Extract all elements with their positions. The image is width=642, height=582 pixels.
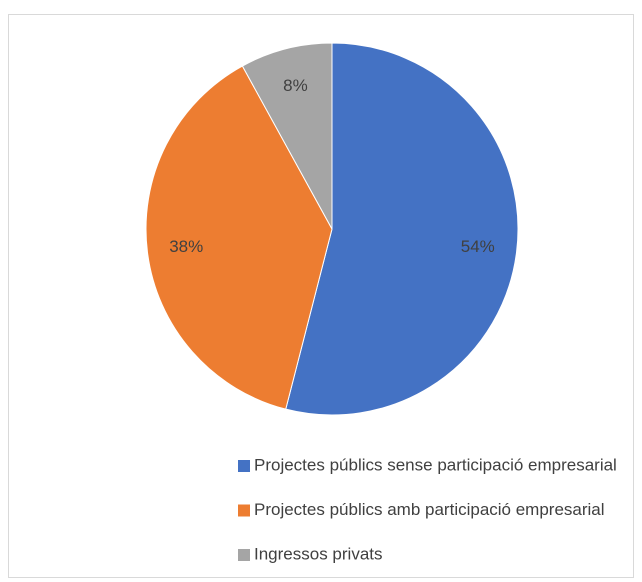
legend-label: Projectes públics sense participació emp… <box>254 455 617 474</box>
pie-slice <box>145 65 333 410</box>
legend-swatch <box>238 460 250 472</box>
pie: 54% 38% 8% <box>145 42 519 416</box>
legend-label: Projectes públics amb participació empre… <box>254 500 605 519</box>
pie-slice <box>285 42 519 416</box>
legend: Projectes públics sense participació emp… <box>238 455 617 563</box>
data-label: 8% <box>283 76 308 95</box>
legend-swatch <box>238 549 250 561</box>
data-label: 54% <box>461 237 495 256</box>
pie-slice <box>241 42 333 230</box>
legend-label: Ingressos privats <box>254 544 383 563</box>
legend-swatch <box>238 504 250 517</box>
data-label: 38% <box>169 237 203 256</box>
